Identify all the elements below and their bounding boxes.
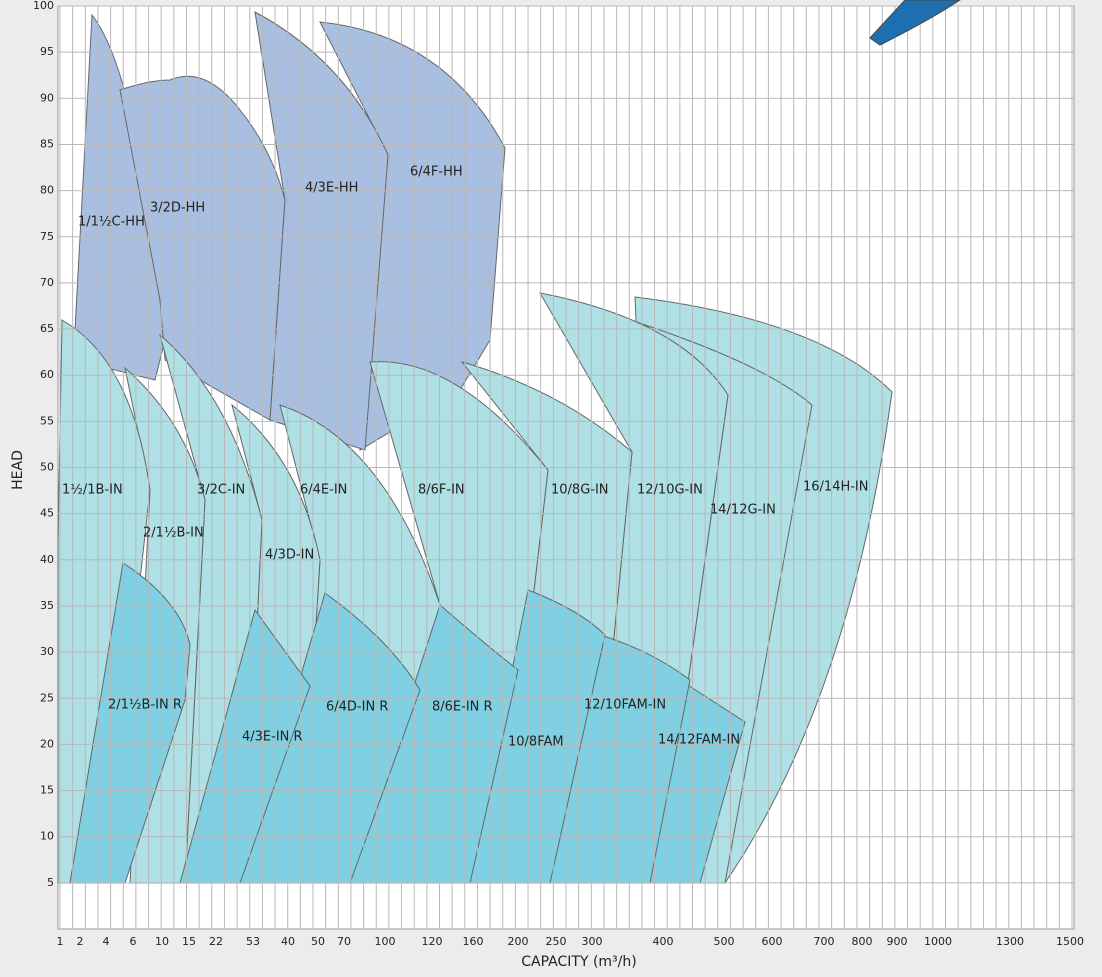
y-tick-label: 100	[33, 0, 54, 12]
region-label: 8/6F-IN	[418, 483, 465, 498]
x-tick-label: 15	[182, 935, 196, 948]
x-tick-label: 10	[155, 935, 169, 948]
y-tick-label: 85	[40, 137, 54, 150]
region-label: 1/1½C-HH	[78, 215, 145, 230]
x-tick-label: 40	[281, 935, 295, 948]
region-label: 14/12G-IN	[710, 503, 776, 518]
x-tick-label: 1300	[996, 935, 1024, 948]
x-tick-label: 120	[422, 935, 443, 948]
x-tick-label: 300	[582, 935, 603, 948]
x-tick-label: 1500	[1056, 935, 1084, 948]
region-label: 4/3E-HH	[305, 181, 358, 196]
x-tick-label: 800	[852, 935, 873, 948]
y-tick-label: 65	[40, 322, 54, 335]
x-tick-label: 53	[246, 935, 260, 948]
region-label: 4/3E-IN R	[242, 730, 303, 745]
x-tick-label: 160	[463, 935, 484, 948]
x-axis-title: CAPACITY (m³/h)	[521, 954, 636, 970]
region-label: 1½/1B-IN	[62, 483, 123, 498]
region-shape	[239, 592, 421, 884]
region-label: 3/2D-HH	[150, 201, 205, 216]
y-tick-label: 30	[40, 645, 54, 658]
x-tick-label: 50	[311, 935, 325, 948]
region-shape	[319, 21, 506, 451]
region-shape	[604, 311, 813, 884]
y-tick-label: 40	[40, 553, 54, 566]
y-tick-label: 90	[40, 91, 54, 104]
region-label: 16/14H-IN	[803, 480, 869, 495]
region-shape	[469, 589, 606, 884]
x-tick-label: 6	[130, 935, 137, 948]
region-label: 8/6E-IN R	[432, 700, 493, 715]
x-tick-label: 700	[814, 935, 835, 948]
region-label: 6/4D-IN R	[326, 700, 388, 715]
x-tick-label: 1000	[924, 935, 952, 948]
y-tick-label: 80	[40, 184, 54, 197]
x-tick-label: 2	[77, 935, 84, 948]
region-label: 12/10FAM-IN	[584, 698, 666, 713]
y-tick-label: 95	[40, 45, 54, 58]
y-tick-label: 10	[40, 830, 54, 843]
region-label: 3/2C-IN	[197, 483, 245, 498]
x-tick-label: 400	[653, 935, 674, 948]
region-label: 10/8FAM	[508, 735, 564, 750]
y-tick-label: 20	[40, 737, 54, 750]
y-tick-label: 25	[40, 691, 54, 704]
region-shape	[69, 562, 191, 884]
region-label: 2/1½B-IN R	[108, 698, 182, 713]
y-tick-label: 60	[40, 368, 54, 381]
y-tick-label: 50	[40, 461, 54, 474]
x-tick-label: 600	[762, 935, 783, 948]
x-tick-label: 500	[714, 935, 735, 948]
region-label: 10/8G-IN	[551, 483, 609, 498]
x-tick-label: 200	[508, 935, 529, 948]
y-tick-label: 75	[40, 230, 54, 243]
decoration	[869, 0, 961, 46]
x-tick-label: 100	[375, 935, 396, 948]
y-tick-label: 55	[40, 414, 54, 427]
region-label: 14/12FAM-IN	[658, 733, 740, 748]
y-tick-label: 45	[40, 507, 54, 520]
grid-overlay	[58, 5, 1074, 929]
region-label: 2/1½B-IN	[143, 526, 204, 541]
y-tick-label: 5	[47, 876, 54, 889]
y-axis-title: HEAD	[10, 450, 26, 490]
x-tick-label: 900	[887, 935, 908, 948]
x-tick-label: 1	[57, 935, 64, 948]
y-tick-label: 70	[40, 276, 54, 289]
x-tick-label: 22	[209, 935, 223, 948]
region-label: 12/10G-IN	[637, 483, 703, 498]
y-tick-label: 15	[40, 784, 54, 797]
y-tick-label: 35	[40, 599, 54, 612]
region-label: 6/4E-IN	[300, 483, 347, 498]
x-tick-label: 4	[103, 935, 110, 948]
x-tick-label: 70	[337, 935, 351, 948]
region-label: 4/3D-IN	[265, 548, 314, 563]
region-label: 6/4F-HH	[410, 165, 463, 180]
x-tick-label: 250	[546, 935, 567, 948]
